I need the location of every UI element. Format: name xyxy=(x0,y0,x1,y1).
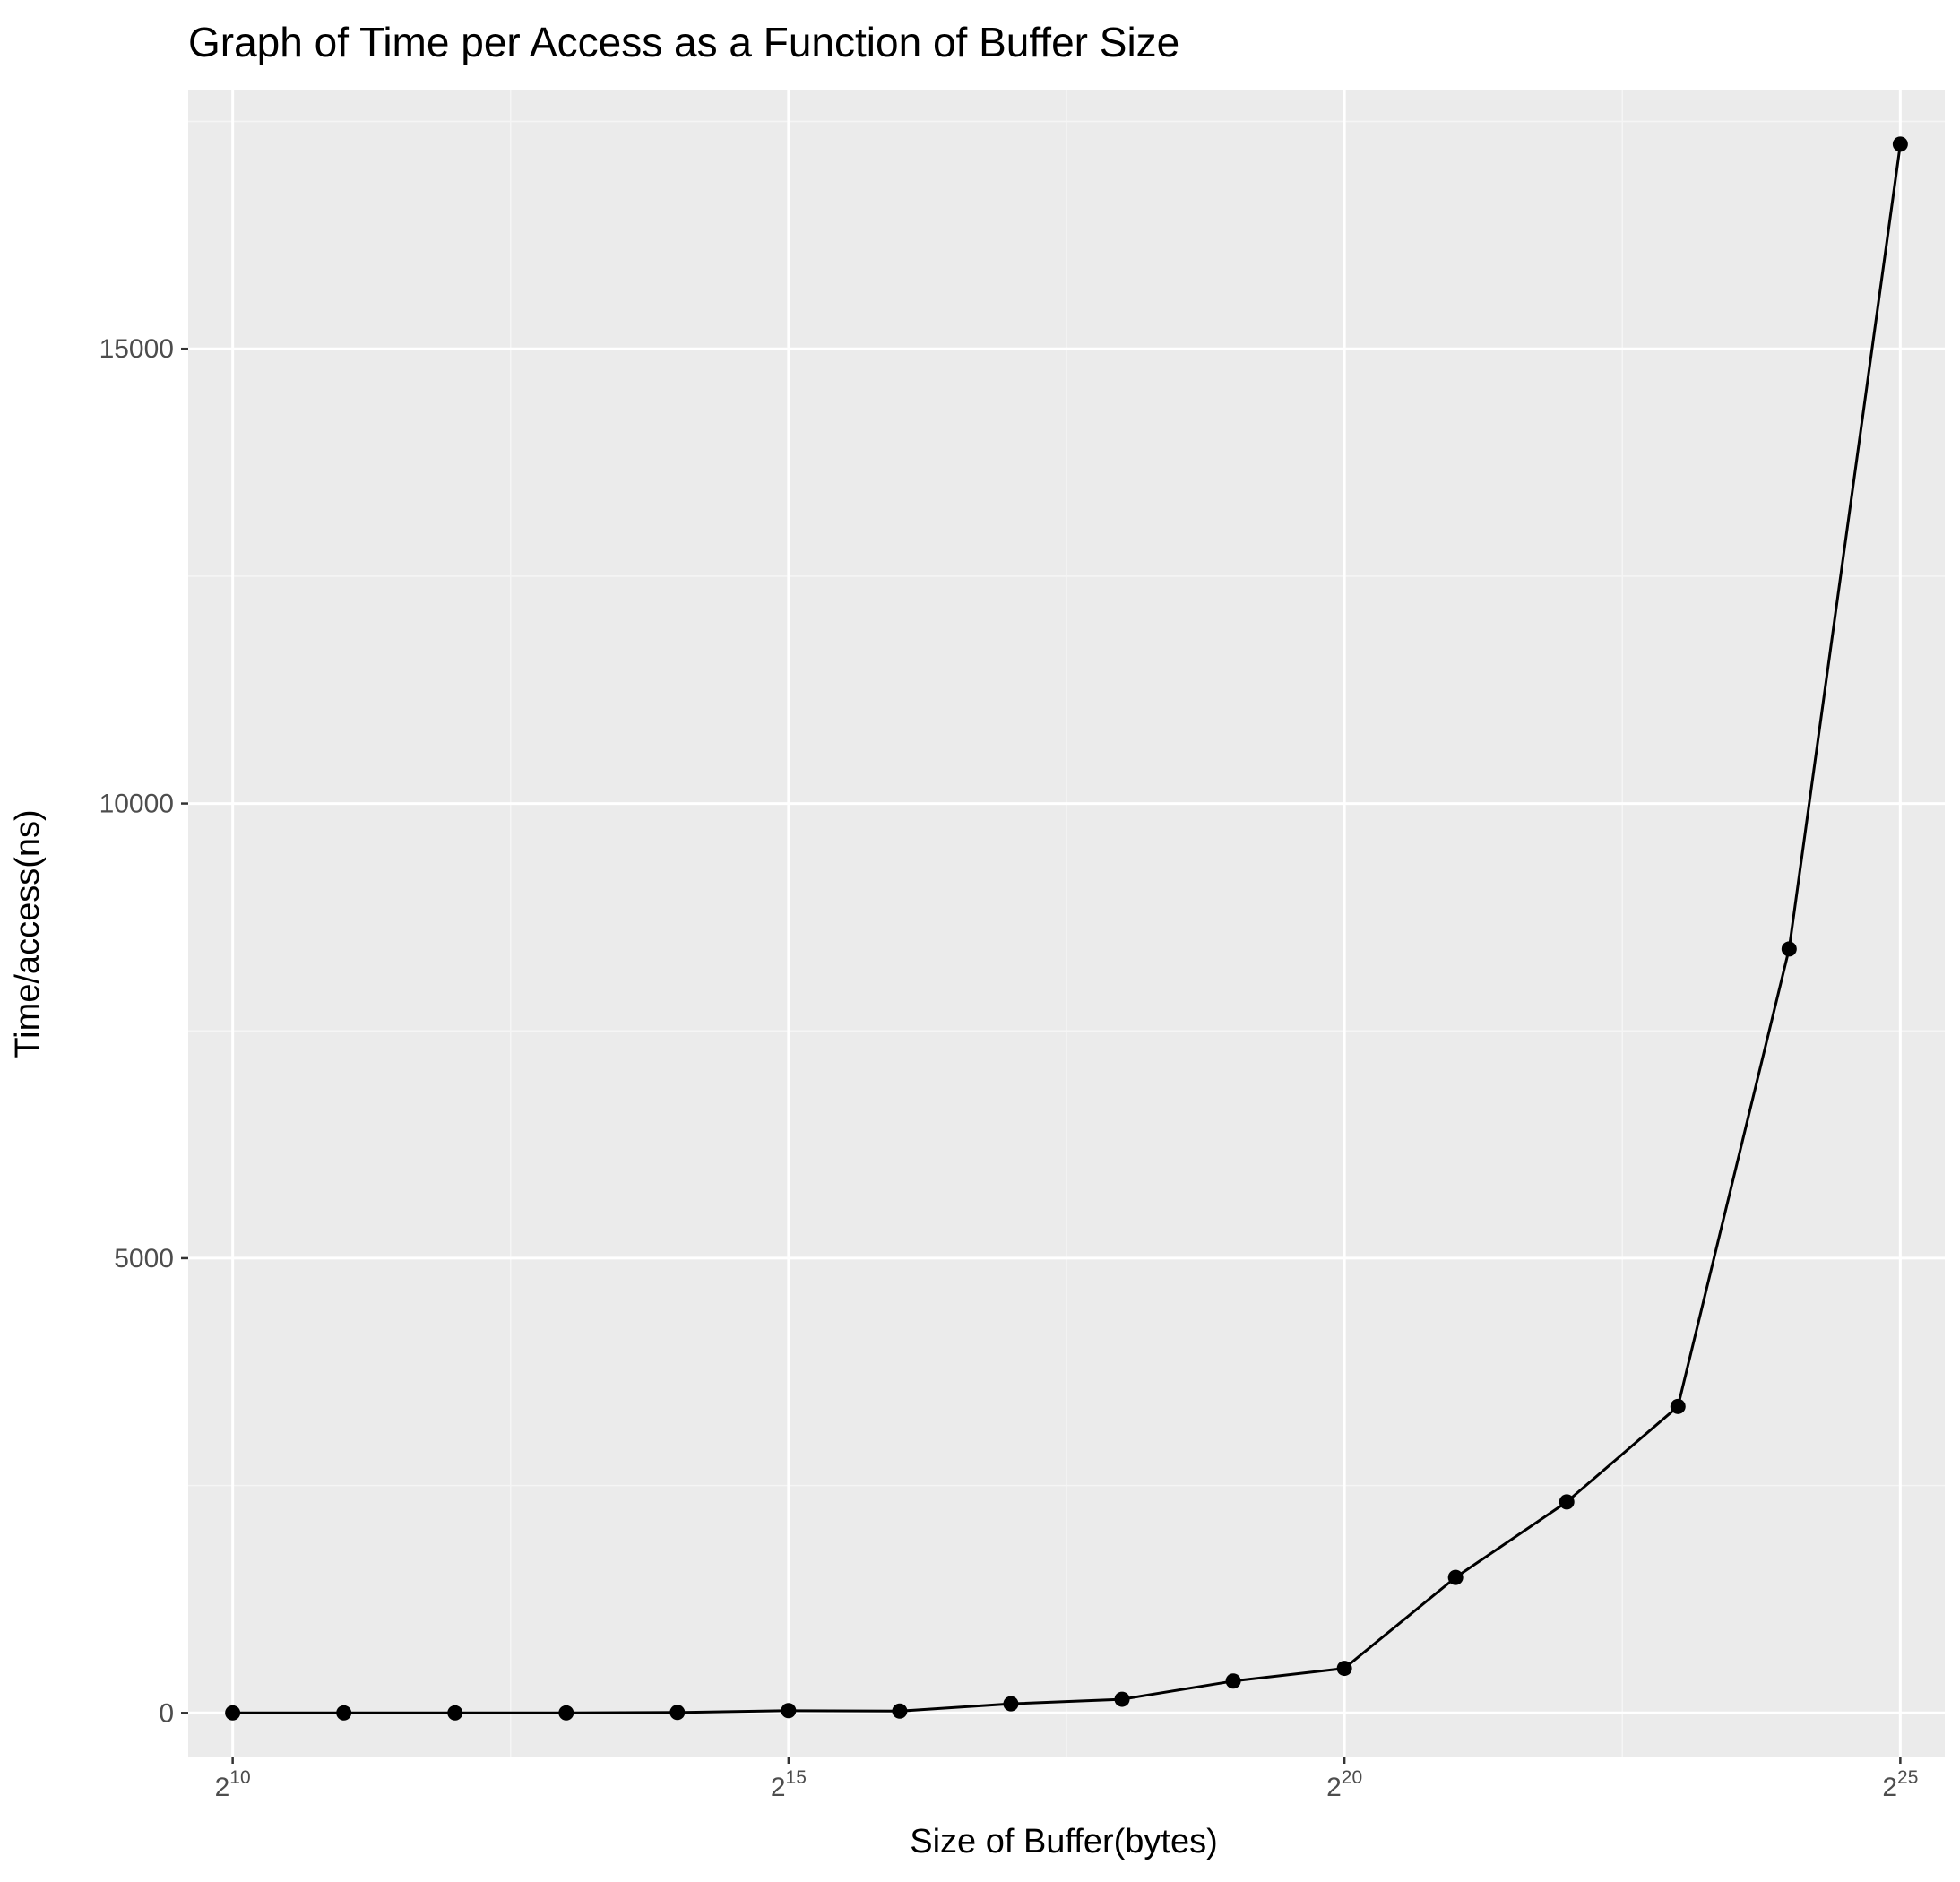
data-point xyxy=(1003,1696,1019,1712)
y-tick-label: 0 xyxy=(159,1698,174,1728)
data-point xyxy=(558,1705,574,1721)
data-point xyxy=(1892,136,1908,152)
data-point xyxy=(669,1705,686,1721)
data-point xyxy=(1114,1691,1130,1707)
data-point xyxy=(1336,1661,1352,1677)
x-tick-label: 220 xyxy=(1326,1767,1362,1802)
data-point xyxy=(892,1703,908,1719)
minor-gridlines xyxy=(188,90,1945,1757)
y-tick-label: 5000 xyxy=(114,1244,174,1273)
data-point xyxy=(1670,1398,1686,1414)
data-point xyxy=(1781,941,1797,957)
data-point xyxy=(1559,1494,1575,1510)
data-point xyxy=(447,1705,463,1721)
chart-title: Graph of Time per Access as a Function o… xyxy=(188,19,1179,65)
data-point xyxy=(336,1705,352,1721)
x-tick-label: 215 xyxy=(771,1767,807,1802)
x-axis: 210 215 220 225 xyxy=(215,1757,1918,1802)
data-point xyxy=(1225,1673,1241,1689)
x-tick-label: 225 xyxy=(1882,1767,1918,1802)
series-line xyxy=(232,143,1902,1714)
data-series xyxy=(225,136,1908,1721)
y-tick-label: 15000 xyxy=(99,334,174,364)
y-axis-title: Time/access(ns) xyxy=(9,809,47,1058)
x-axis-title: Size of Buffer(bytes) xyxy=(910,1823,1218,1860)
data-point xyxy=(1447,1569,1464,1585)
y-axis: 0 5000 10000 15000 xyxy=(99,334,188,1728)
data-point xyxy=(781,1703,797,1719)
x-tick-label: 210 xyxy=(215,1767,251,1802)
y-tick-label: 10000 xyxy=(99,790,174,819)
data-point xyxy=(225,1705,241,1721)
